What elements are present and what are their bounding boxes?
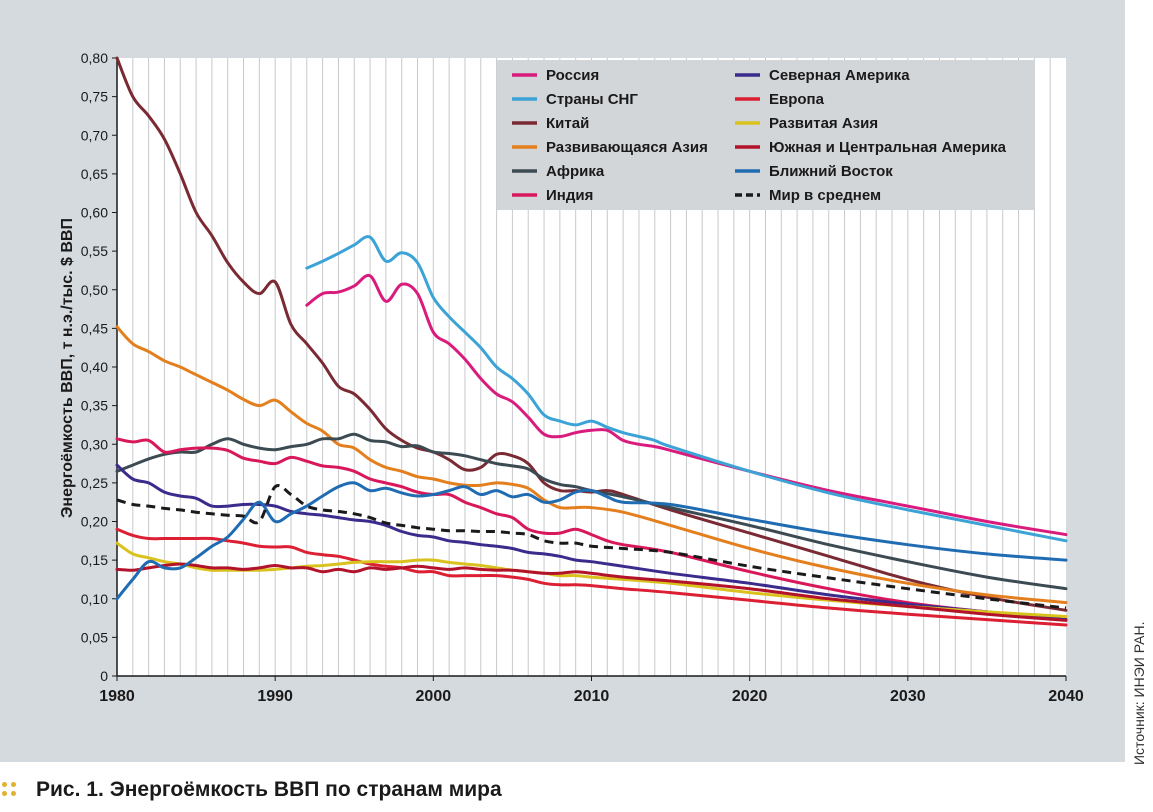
legend-label: Северная Америка — [769, 67, 910, 84]
legend-label: Мир в среднем — [769, 187, 881, 204]
y-tick-label: 0,10 — [81, 591, 108, 607]
x-tick-label: 2040 — [1048, 688, 1084, 705]
y-tick-label: 0,55 — [81, 243, 108, 259]
y-tick-label: 0,75 — [81, 89, 108, 105]
series-line-1 — [305, 235, 1068, 543]
axes: 0 0,05 0,10 0,15 0,20 0,25 0,30 0,35 0,40 0,45 0,5… — [81, 50, 1084, 705]
series-line-10 — [115, 481, 1068, 601]
source-note: Источник: ИНЭИ РАН. — [1131, 621, 1147, 765]
figure-panel: 0 0,05 0,10 0,15 0,20 0,25 0,30 0,35 0,40 0,45 0,5… — [0, 0, 1147, 765]
y-tick-label: 0,35 — [81, 398, 108, 414]
legend-label: Ближний Восток — [769, 163, 893, 180]
series-line-11 — [116, 484, 1067, 610]
y-tick-label: 0,70 — [81, 127, 108, 143]
legend-label: Россия — [546, 67, 599, 84]
y-tick-label: 0,60 — [81, 205, 108, 221]
x-tick-label: 2010 — [574, 688, 610, 705]
chart: 0 0,05 0,10 0,15 0,20 0,25 0,30 0,35 0,40 0,45 0,5… — [59, 50, 1084, 705]
x-tick-label: 2000 — [416, 688, 452, 705]
y-tick-label: 0,50 — [81, 282, 108, 298]
series-line-6 — [115, 463, 1068, 622]
y-tick-label: 0,65 — [81, 166, 108, 182]
x-tick-label: 1980 — [99, 688, 135, 705]
legend-label: Развивающаяся Азия — [546, 139, 708, 156]
legend-label: Европа — [769, 91, 825, 108]
y-axis-title: Энергоёмкость ВВП, т н.э./тыс. $ ВВП — [59, 218, 76, 518]
legend-label: Развитая Азия — [769, 115, 878, 132]
x-tick-label: 2020 — [732, 688, 768, 705]
y-tick-label: 0,15 — [81, 552, 108, 568]
legend-label: Индия — [546, 187, 593, 204]
series-line-4 — [115, 432, 1068, 591]
x-tick-label: 2030 — [890, 688, 926, 705]
y-tick-label: 0,40 — [81, 359, 108, 375]
series-lines — [115, 56, 1068, 627]
series-line-9 — [115, 562, 1068, 622]
caption-number: Рис. 1. — [36, 778, 104, 801]
figure-caption: Рис. 1. Энергоёмкость ВВП по странам мир… — [0, 775, 502, 805]
legend-label: Китай — [546, 115, 589, 132]
series-line-3 — [115, 325, 1068, 605]
caption-dots-icon — [2, 782, 18, 798]
legend-box — [497, 60, 1035, 210]
y-tick-label: 0 — [100, 668, 108, 684]
series-line-5 — [115, 437, 1068, 622]
series-line-7 — [115, 527, 1068, 627]
y-tick-label: 0,30 — [81, 436, 108, 452]
y-tick-label: 0,20 — [81, 514, 108, 530]
y-tick-label: 0,05 — [81, 629, 108, 645]
x-tick-label: 1990 — [257, 688, 293, 705]
series-line-8 — [115, 541, 1068, 618]
y-tick-label: 0,25 — [81, 475, 108, 491]
y-tick-label: 0,45 — [81, 320, 108, 336]
caption-text: Энергоёмкость ВВП по странам мира — [109, 778, 502, 801]
legend: Россия Страны СНГ Китай Развивающаяся Азия А… — [497, 60, 1035, 210]
legend-label: Африка — [546, 163, 605, 180]
legend-label: Страны СНГ — [546, 91, 638, 108]
y-tick-label: 0,80 — [81, 50, 108, 66]
legend-label: Южная и Центральная Америка — [769, 139, 1007, 156]
